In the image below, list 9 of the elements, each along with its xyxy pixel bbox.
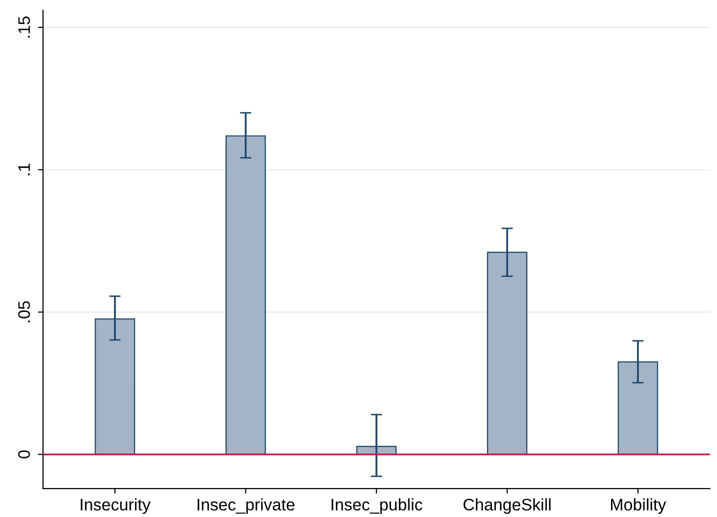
y-tick-label: 0 [18,450,30,458]
y-tick-label: .15 [18,16,30,38]
x-tick-label: Insec_private [198,498,295,514]
x-tick-label: Insec_public [332,498,422,514]
x-tick-label: ChangeSkill [464,498,551,514]
y-tick-label: .1 [18,164,30,176]
y-tick-label: .05 [18,301,30,322]
x-tick-label: Mobility [611,498,666,514]
x-tick-label: Insecurity [80,498,151,514]
